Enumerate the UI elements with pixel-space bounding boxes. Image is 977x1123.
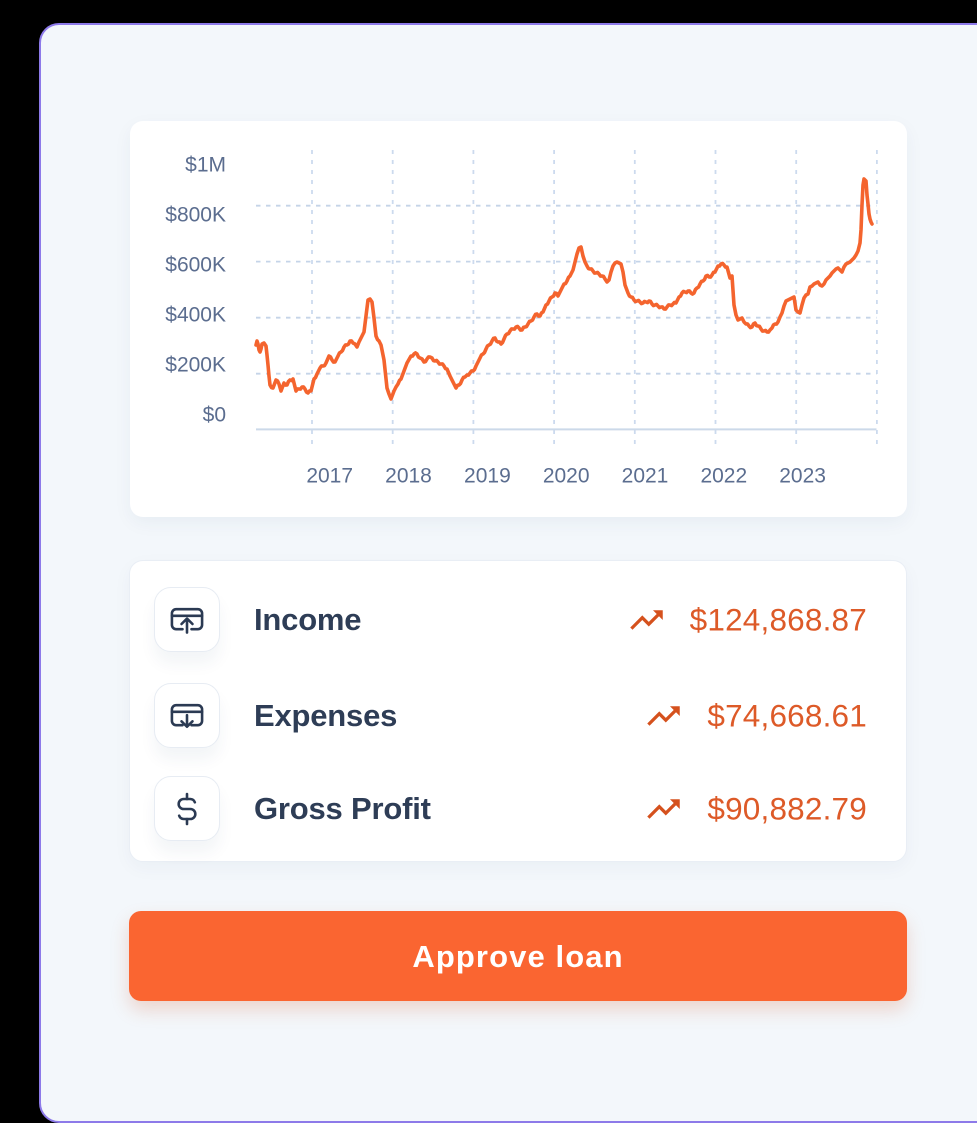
svg-text:2019: 2019: [464, 465, 511, 488]
svg-text:$200K: $200K: [165, 354, 226, 377]
svg-text:$0: $0: [203, 404, 226, 427]
svg-text:$400K: $400K: [165, 304, 226, 327]
svg-text:2022: 2022: [700, 465, 747, 488]
svg-text:2020: 2020: [543, 465, 590, 488]
svg-text:$1M: $1M: [185, 154, 226, 177]
svg-text:2021: 2021: [622, 465, 669, 488]
svg-text:2018: 2018: [385, 465, 432, 488]
svg-text:2017: 2017: [306, 465, 353, 488]
svg-text:$800K: $800K: [165, 204, 226, 227]
svg-text:$600K: $600K: [165, 254, 226, 277]
svg-text:2023: 2023: [779, 465, 826, 488]
